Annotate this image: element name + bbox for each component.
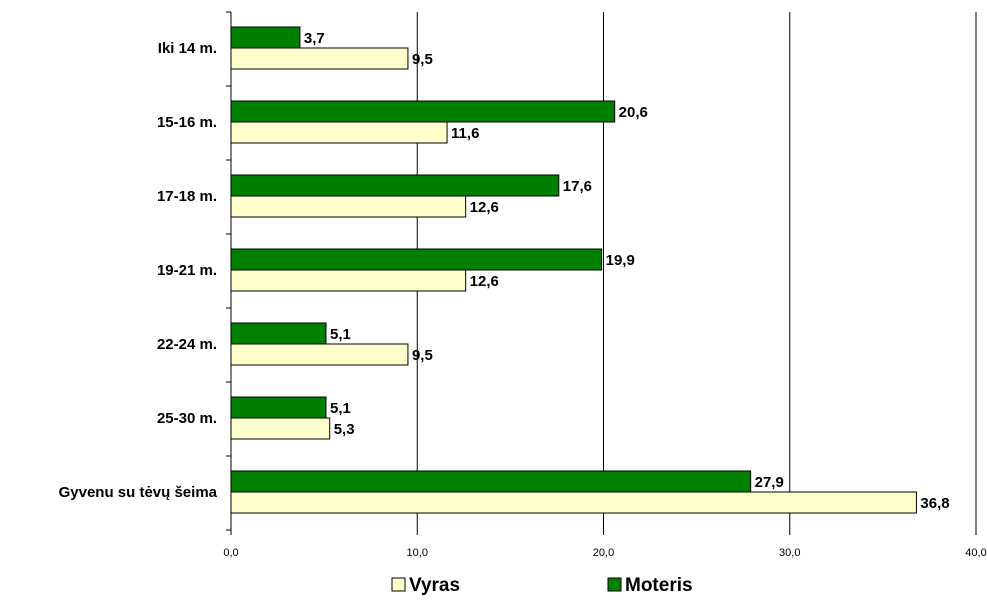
bar-vyras-4 (230, 343, 409, 366)
labels-layer: 0,0 10,0 20,0 30,0 40,0 Iki 14 m. 3,7 9,5 15-16 … (59, 30, 987, 559)
bar-moteris-6 (230, 470, 752, 493)
data-label: 12,6 (470, 273, 499, 290)
bar-vyras-6 (230, 491, 917, 514)
bar-moteris-4 (230, 322, 327, 345)
data-label: 12,6 (470, 199, 499, 216)
bar-vyras-0 (230, 47, 409, 70)
category-label: Iki 14 m. (158, 40, 217, 57)
data-label: 36,8 (920, 495, 949, 512)
bar-vyras-3 (230, 269, 467, 292)
data-label: 9,5 (412, 347, 433, 364)
data-label: 3,7 (304, 30, 325, 47)
x-tick-label: 20,0 (593, 547, 614, 559)
bar-vyras-1 (230, 121, 448, 144)
data-label: 5,3 (334, 421, 355, 438)
bar-moteris-0 (230, 26, 301, 49)
bar-moteris-5 (230, 396, 327, 419)
data-label: 17,6 (563, 178, 592, 195)
axes (226, 11, 977, 535)
data-label: 11,6 (451, 125, 479, 142)
x-tick-label: 10,0 (407, 547, 428, 559)
legend-label-moteris: Moteris (625, 575, 693, 596)
legend-swatch-moteris (607, 577, 622, 592)
category-label: 22-24 m. (157, 336, 217, 353)
x-tick-label: 40,0 (965, 547, 986, 559)
x-tick-label: 30,0 (779, 547, 800, 559)
category-label: 25-30 m. (157, 410, 217, 427)
legend: Vyras Moteris (391, 575, 693, 596)
data-label: 9,5 (412, 51, 433, 68)
category-label: 15-16 m. (157, 114, 217, 131)
category-label: 19-21 m. (157, 262, 217, 279)
legend-label-vyras: Vyras (409, 575, 460, 596)
bar-moteris-1 (230, 100, 616, 123)
bar-moteris-2 (230, 174, 560, 197)
category-label: 17-18 m. (157, 188, 217, 205)
legend-swatch-vyras (391, 577, 406, 592)
gridlines (416, 12, 977, 530)
bar-vyras-2 (230, 195, 467, 218)
data-label: 5,1 (330, 400, 351, 417)
data-label: 27,9 (755, 474, 784, 491)
data-label: 5,1 (330, 326, 351, 343)
category-label: Gyvenu su tėvų šeima (59, 484, 218, 501)
data-label: 20,6 (619, 104, 648, 121)
data-label: 19,9 (606, 252, 635, 269)
x-tick-label: 0,0 (223, 547, 238, 559)
bar-vyras-5 (230, 417, 331, 440)
bar-moteris-3 (230, 248, 603, 271)
bars-layer (230, 26, 917, 514)
